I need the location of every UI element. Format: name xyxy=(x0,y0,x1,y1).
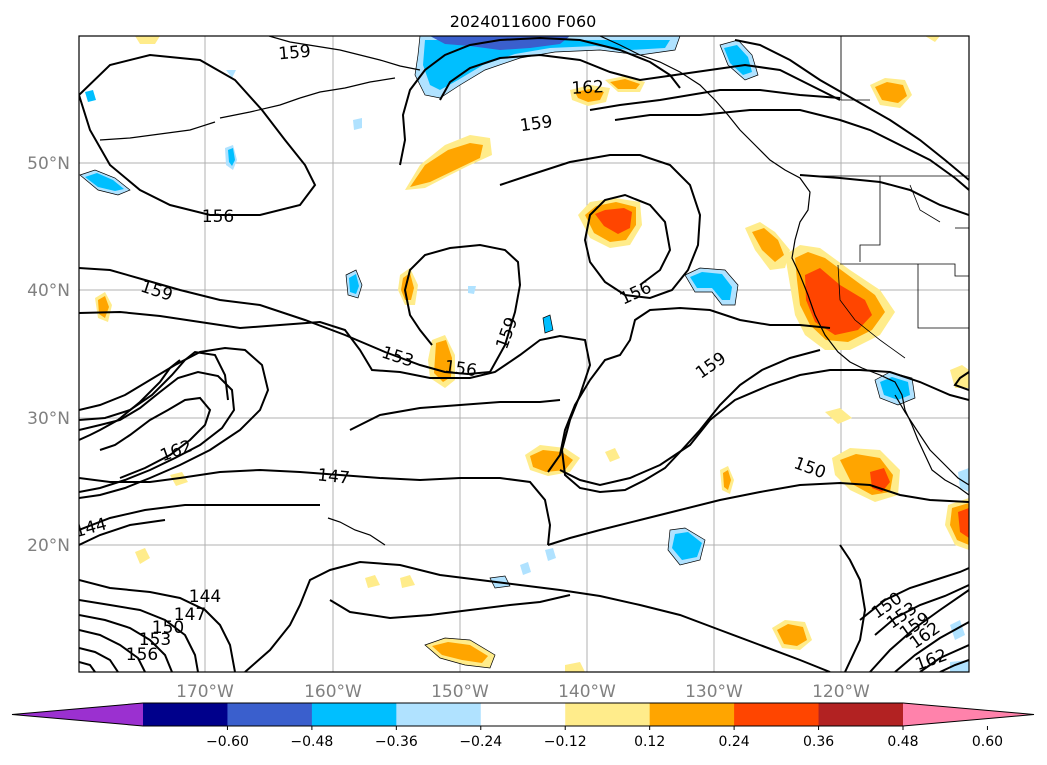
colorbar-segment xyxy=(311,703,397,726)
contour-label: 156 xyxy=(443,357,478,381)
contour-label: 156 xyxy=(126,645,158,665)
colorbar-segment xyxy=(143,703,228,726)
colorbar: −0.60 −0.48 −0.36 −0.24 −0.12 0.12 0.24 0.36 0.4… xyxy=(11,702,1035,750)
colorbar-tick-label: −0.24 xyxy=(459,734,502,750)
colorbar-tick-label: −0.12 xyxy=(544,734,587,750)
contour-label: 159 xyxy=(519,112,554,136)
contour-label: 156 xyxy=(202,207,234,227)
coastlines xyxy=(99,36,969,546)
lon-label: 170°W xyxy=(176,682,234,702)
lat-label: 20°N xyxy=(27,536,70,556)
colorbar-segment xyxy=(227,703,313,726)
height-contours xyxy=(79,36,969,672)
colorbar-extend-high xyxy=(903,703,1034,726)
colorbar-segment xyxy=(396,703,482,726)
lon-label: 160°W xyxy=(304,682,362,702)
colorbar-segment xyxy=(480,703,566,726)
lon-label: 140°W xyxy=(558,682,616,702)
contour-label: 153 xyxy=(139,630,171,650)
colorbar-tick-label: −0.48 xyxy=(290,734,333,750)
map-frame xyxy=(78,35,970,673)
colorbar-tick-label: 0.36 xyxy=(803,734,834,750)
colorbar-tick-label: −0.60 xyxy=(206,734,249,750)
contour-label: 147 xyxy=(316,465,350,488)
contour-label: 162 xyxy=(571,77,604,99)
lon-label: 130°W xyxy=(685,682,743,702)
contour-label: 159 xyxy=(278,42,312,65)
colorbar-segment xyxy=(818,703,904,726)
lat-label: 50°N xyxy=(27,154,70,174)
lat-label: 30°N xyxy=(27,409,70,429)
lon-label: 150°W xyxy=(431,682,489,702)
colorbar-outline xyxy=(11,702,1035,727)
colorbar-tick-label: 0.60 xyxy=(972,734,1003,750)
colorbar-tick-label: 0.24 xyxy=(719,734,750,750)
lat-label: 40°N xyxy=(27,281,70,301)
latitude-labels: 50°N 40°N 30°N 20°N xyxy=(27,154,70,556)
map-title: 2024011600 F060 xyxy=(450,12,597,31)
political-borders xyxy=(808,36,969,359)
map-content: 159 162 159 156 159 159 156 153 156 159 … xyxy=(79,36,969,672)
contour-label: 147 xyxy=(174,605,206,625)
colorbar-segment xyxy=(565,703,651,726)
lon-label: 120°W xyxy=(812,682,870,702)
colorbar-tick-label: 0.48 xyxy=(887,734,918,750)
contour-label: 150 xyxy=(152,618,184,638)
colorbar-segment xyxy=(649,703,735,726)
longitude-labels: 170°W 160°W 150°W 140°W 130°W 120°W xyxy=(176,682,870,702)
colorbar-extend-low xyxy=(12,703,143,726)
colorbar-tick-label: 0.12 xyxy=(634,734,665,750)
contour-label: 144 xyxy=(189,587,221,607)
colorbar-segment xyxy=(734,703,820,726)
colorbar-tick-label: −0.36 xyxy=(375,734,418,750)
